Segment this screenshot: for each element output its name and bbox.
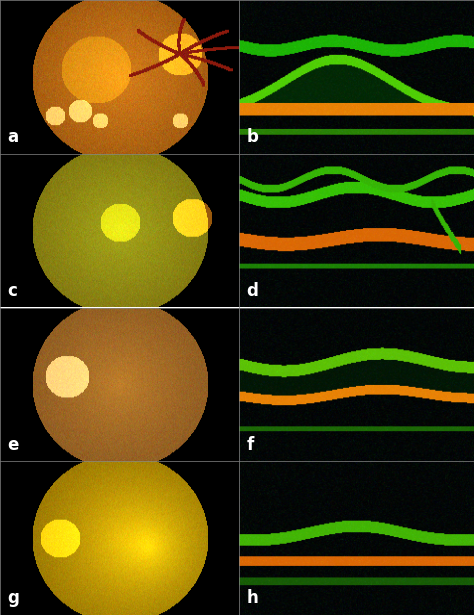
Text: b: b — [246, 128, 258, 146]
Text: g: g — [7, 589, 19, 608]
Text: a: a — [7, 128, 18, 146]
Text: d: d — [246, 282, 258, 300]
Text: c: c — [7, 282, 17, 300]
Text: f: f — [246, 435, 254, 454]
Text: e: e — [7, 435, 18, 454]
Text: h: h — [246, 589, 258, 608]
